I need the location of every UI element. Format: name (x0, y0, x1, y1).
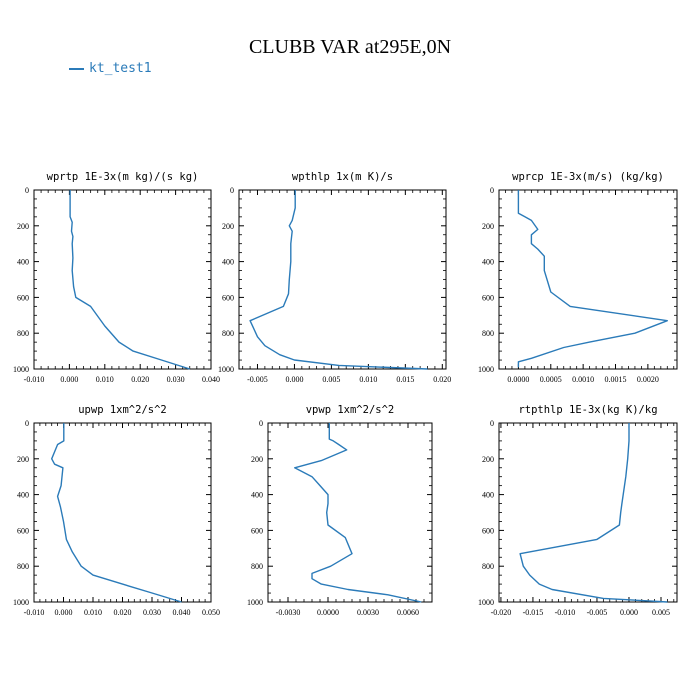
series-line (69, 190, 191, 370)
x-tick-label: 0.0000 (507, 375, 529, 384)
y-tick-label: 0 (490, 419, 494, 428)
x-tick-label: 0.0005 (540, 375, 562, 384)
y-tick-label: 1000 (218, 365, 234, 374)
panel-title: vpwp 1xm^2/s^2 (306, 404, 395, 416)
panel-title: upwp 1xm^2/s^2 (78, 404, 167, 416)
y-tick-label: 0 (490, 186, 494, 195)
y-tick-label: 1000 (13, 365, 29, 374)
x-tick-label: 0.0030 (357, 608, 379, 617)
x-tick-label: 0.000 (60, 375, 78, 384)
x-tick-label: 0.000 (55, 608, 73, 617)
x-tick-label: 0.0015 (605, 375, 627, 384)
x-tick-label: 0.000 (620, 608, 638, 617)
y-tick-label: 600 (17, 293, 29, 302)
x-tick-label: 0.015 (396, 375, 414, 384)
plot-frame (238, 189, 447, 370)
y-tick-label: 600 (482, 526, 494, 535)
x-tick-label: 0.010 (84, 608, 102, 617)
y-tick-label: 200 (251, 455, 263, 464)
y-tick-label: 400 (222, 258, 234, 267)
y-tick-label: 1000 (478, 365, 494, 374)
legend-swatch (69, 67, 84, 70)
x-tick-label: 0.040 (173, 608, 191, 617)
y-tick-label: 200 (482, 455, 494, 464)
figure-title: CLUBB VAR at295E,0N (248, 36, 452, 58)
y-tick-label: 1000 (478, 598, 494, 607)
chart-panel: vpwp 1xm^2/s^2 0 200 400 600 800 1000 -0.0030 0.… (247, 404, 433, 617)
y-tick-label: 1000 (247, 598, 263, 607)
y-tick-label: 200 (17, 455, 29, 464)
x-tick-label: 0.0020 (637, 375, 659, 384)
x-tick-label: 0.005 (322, 375, 340, 384)
x-tick-label: -0.010 (24, 375, 45, 384)
y-tick-label: 600 (482, 293, 494, 302)
y-tick-label: 800 (251, 562, 263, 571)
y-tick-label: 400 (17, 258, 29, 267)
panel-title: wprtp 1E-3x(m kg)/(s kg) (47, 171, 199, 183)
x-tick-label: 0.030 (167, 375, 185, 384)
series-line (519, 423, 668, 603)
series-line (249, 190, 428, 370)
y-tick-label: 600 (17, 526, 29, 535)
plot-frame (33, 422, 212, 603)
x-tick-label: -0.010 (555, 608, 576, 617)
y-tick-label: 600 (251, 526, 263, 535)
y-tick-label: 400 (251, 491, 263, 500)
x-tick-label: 0.020 (131, 375, 149, 384)
y-tick-label: 800 (17, 562, 29, 571)
x-tick-label: 0.010 (96, 375, 114, 384)
x-tick-label: -0.020 (491, 608, 512, 617)
x-tick-label: -0.005 (587, 608, 608, 617)
y-tick-label: 600 (222, 293, 234, 302)
y-tick-label: 800 (482, 329, 494, 338)
plot-frame (33, 189, 212, 370)
chart-panel: upwp 1xm^2/s^2 0 200 400 600 800 1000-0.010 0.0… (13, 404, 220, 617)
y-tick-label: 200 (482, 222, 494, 231)
x-tick-label: 0.010 (359, 375, 377, 384)
plot-frame (267, 422, 433, 603)
y-tick-label: 0 (230, 186, 234, 195)
chart-panel: wprtp 1E-3x(m kg)/(s kg) 0 200 400 600 800 100… (13, 171, 220, 384)
x-tick-label: 0.020 (114, 608, 132, 617)
x-tick-label: 0.0010 (572, 375, 594, 384)
legend-label: kt_test1 (89, 61, 152, 76)
chart-panel: wprcp 1E-3x(m/s) (kg/kg) 0 200 400 600 800 100… (478, 171, 678, 384)
series-line (517, 190, 668, 368)
y-tick-label: 800 (482, 562, 494, 571)
x-tick-label: 0.050 (202, 608, 220, 617)
y-tick-label: 800 (222, 329, 234, 338)
x-tick-label: -0.015 (523, 608, 544, 617)
series-line (294, 423, 422, 603)
y-tick-label: 400 (482, 491, 494, 500)
legend: kt_test1 (69, 61, 152, 76)
chart-panel: rtpthlp 1E-3x(kg K)/kg02004006008001000-… (478, 404, 678, 617)
x-tick-label: 0.000 (285, 375, 303, 384)
y-tick-label: 200 (17, 222, 29, 231)
y-tick-label: 0 (25, 186, 29, 195)
y-tick-label: 0 (259, 419, 263, 428)
chart-panel: wpthlp 1x(m K)/s 0 200 400 600 800 1000 -0.005 0… (218, 171, 451, 384)
y-tick-label: 400 (17, 491, 29, 500)
y-tick-label: 0 (25, 419, 29, 428)
panel-title: wpthlp 1x(m K)/s (292, 171, 393, 183)
x-tick-label: 0.0060 (397, 608, 419, 617)
x-tick-label: -0.010 (24, 608, 45, 617)
y-tick-label: 1000 (13, 598, 29, 607)
panel-title: rtpthlp 1E-3x(kg K)/kg (518, 404, 657, 416)
y-tick-label: 200 (222, 222, 234, 231)
x-tick-label: 0.0000 (317, 608, 339, 617)
y-tick-label: 400 (482, 258, 494, 267)
x-tick-label: 0.020 (433, 375, 451, 384)
x-tick-label: -0.005 (247, 375, 268, 384)
panel-title: wprcp 1E-3x(m/s) (kg/kg) (512, 171, 664, 183)
y-tick-label: 800 (17, 329, 29, 338)
x-tick-label: -0.0030 (276, 608, 301, 617)
x-tick-label: 0.040 (202, 375, 220, 384)
x-tick-label: 0.030 (143, 608, 161, 617)
x-tick-label: 0.005 (652, 608, 670, 617)
plot-frame (498, 422, 678, 603)
series-line (51, 423, 182, 603)
